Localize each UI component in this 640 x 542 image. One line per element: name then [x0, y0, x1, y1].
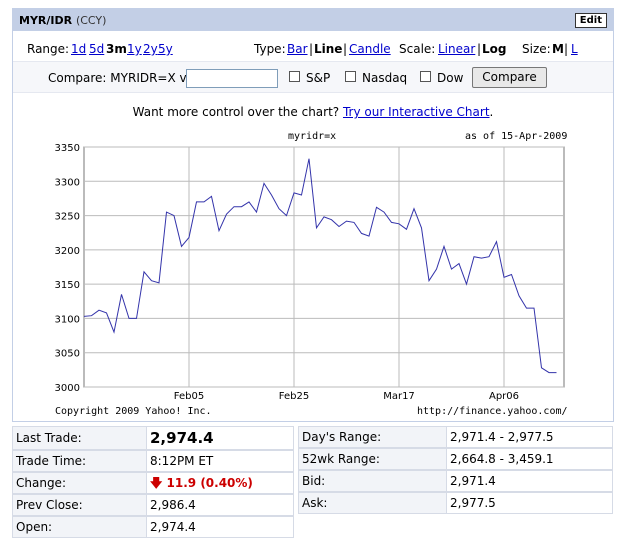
copyright: Copyright 2009 Yahoo! Inc. — [55, 406, 212, 417]
y-tick-label: 3150 — [55, 280, 80, 291]
interactive-chart-link[interactable]: Try our Interactive Chart — [342, 105, 490, 119]
grid-lines — [84, 146, 564, 388]
open-label: Open: — [12, 516, 150, 538]
scale-label: Scale: — [399, 42, 436, 56]
symbol-title: MYR/IDR (CCY) — [19, 14, 107, 27]
compare-label: Compare: MYRIDR=X vs — [48, 71, 193, 85]
plot-area — [83, 146, 565, 388]
range-1y[interactable]: 1y — [127, 42, 142, 56]
price-line — [83, 158, 557, 374]
sp-label: S&P — [306, 71, 331, 85]
promo-end: . — [489, 105, 494, 119]
sp-checkbox[interactable] — [289, 71, 300, 82]
dow-label: Dow — [437, 71, 464, 85]
y-tick-label: 3350 — [55, 143, 80, 154]
prev-close-value: 2,986.4 — [146, 494, 294, 516]
chart-options: Range: 1d 5d 3m 1y 2y 5y Type: Bar | Lin… — [13, 31, 613, 57]
as-of-date: as of 15-Apr-2009 — [465, 131, 568, 142]
range-2y[interactable]: 2y — [143, 42, 158, 56]
compare-bar: Compare: MYRIDR=X vs S&P Nasdaq Dow Comp… — [13, 61, 613, 93]
change-label: Change: — [12, 472, 150, 494]
open-value: 2,974.4 — [146, 516, 294, 538]
compare-input[interactable] — [186, 69, 278, 88]
range-label: Range: — [27, 42, 70, 56]
y-tick-label: 3200 — [55, 246, 80, 257]
x-tick-label: Feb25 — [279, 391, 309, 402]
change-amount: 11.9 (0.40%) — [166, 476, 253, 490]
days-range-value: 2,971.4 - 2,977.5 — [446, 426, 613, 448]
y-tick-label: 3050 — [55, 349, 80, 360]
dow-checkbox[interactable] — [420, 71, 431, 82]
trade-time-value: 8:12PM ET — [146, 450, 294, 472]
size-label: Size: — [522, 42, 551, 56]
range-5d[interactable]: 5d — [89, 42, 105, 56]
scale-linear[interactable]: Linear — [438, 42, 476, 56]
compare-button[interactable]: Compare — [472, 67, 547, 88]
chart-title: myridr=x — [288, 131, 337, 142]
chart-panel: MYR/IDR (CCY) Edit Range: 1d 5d 3m 1y 2y… — [12, 8, 614, 422]
promo-line: Want more control over the chart? Try ou… — [13, 105, 613, 119]
52wk-range-value: 2,664.8 - 3,459.1 — [446, 448, 613, 470]
x-tick-labels: Feb05 Feb25 Mar17 Apr06 — [174, 391, 519, 402]
ask-label: Ask: — [298, 492, 450, 514]
separator: | — [564, 42, 569, 56]
nasdaq-checkbox[interactable] — [345, 71, 356, 82]
size-l[interactable]: L — [571, 42, 578, 56]
type-label: Type: — [254, 42, 286, 56]
last-trade-label: Last Trade: — [12, 426, 150, 450]
down-arrow-icon: 🡇 — [150, 476, 163, 490]
y-tick-label: 3100 — [55, 314, 80, 325]
ccy-label: (CCY) — [75, 14, 107, 27]
promo-text: Want more control over the chart? — [132, 105, 340, 119]
scale-log: Log — [482, 42, 507, 56]
days-range-label: Day's Range: — [298, 426, 450, 448]
title-bar: MYR/IDR (CCY) Edit — [13, 9, 613, 31]
bid-label: Bid: — [298, 470, 450, 492]
range-3m: 3m — [106, 42, 127, 56]
x-tick-label: Feb05 — [174, 391, 204, 402]
source-url: http://finance.yahoo.com/ — [417, 406, 568, 417]
ask-value: 2,977.5 — [446, 492, 613, 514]
y-tick-label: 3250 — [55, 212, 80, 223]
prev-close-label: Prev Close: — [12, 494, 150, 516]
52wk-range-label: 52wk Range: — [298, 448, 450, 470]
y-tick-label: 3300 — [55, 177, 80, 188]
type-bar[interactable]: Bar — [287, 42, 308, 56]
size-m: M — [552, 42, 564, 56]
last-trade-value: 2,974.4 — [146, 426, 294, 450]
nasdaq-label: Nasdaq — [362, 71, 408, 85]
trade-time-label: Trade Time: — [12, 450, 150, 472]
separator: | — [343, 42, 348, 56]
separator: | — [309, 42, 314, 56]
range-5y[interactable]: 5y — [158, 42, 173, 56]
edit-button[interactable]: Edit — [574, 13, 607, 28]
type-candle[interactable]: Candle — [349, 42, 391, 56]
y-tick-labels: 3000 3050 3100 3150 3200 3250 3300 3350 — [55, 143, 80, 394]
x-tick-label: Apr06 — [489, 391, 519, 402]
type-line: Line — [314, 42, 343, 56]
y-tick-label: 3000 — [55, 383, 80, 394]
change-value: 🡇 11.9 (0.40%) — [146, 472, 294, 494]
separator: | — [477, 42, 482, 56]
x-tick-label: Mar17 — [383, 391, 415, 402]
bid-value: 2,971.4 — [446, 470, 613, 492]
range-1d[interactable]: 1d — [71, 42, 87, 56]
